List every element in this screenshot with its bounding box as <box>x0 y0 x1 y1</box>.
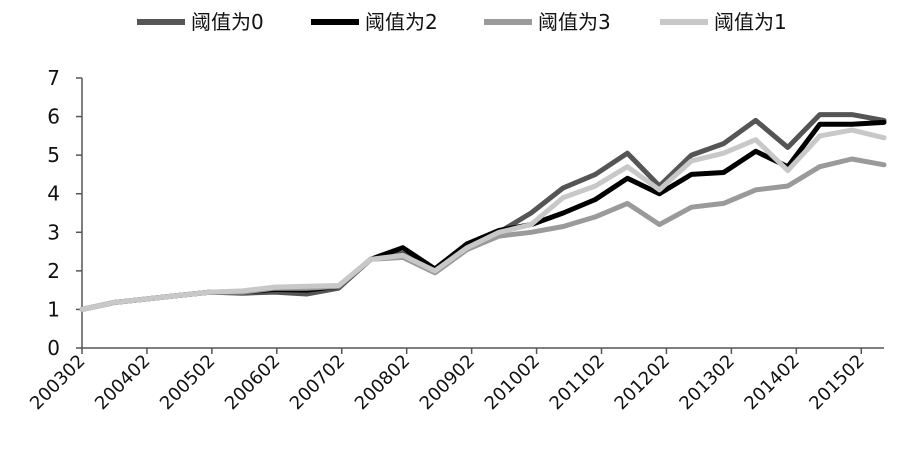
x-tick-label: 201402 <box>740 351 803 414</box>
legend-label-3: 阈值为3 <box>538 10 611 34</box>
y-tick-label: 1 <box>47 297 60 321</box>
x-tick-label: 201102 <box>546 351 609 414</box>
y-tick-label: 3 <box>47 220 60 244</box>
series-group <box>79 112 887 312</box>
y-tick-label: 6 <box>47 105 60 129</box>
x-tick-label: 201502 <box>805 351 868 414</box>
x-tick-label: 201002 <box>481 351 544 414</box>
y-tick-label: 5 <box>47 143 60 167</box>
series-line-1 <box>79 112 887 312</box>
y-tick-label: 7 <box>47 66 60 90</box>
chart-legend: 阈值为0 阈值为2 阈值为3 阈值为1 <box>137 10 787 34</box>
y-tick-label: 2 <box>47 259 60 283</box>
x-tick-label: 201202 <box>611 351 674 414</box>
y-tick-label: 0 <box>47 336 60 360</box>
series-line-4 <box>79 127 887 312</box>
series-line-3 <box>79 156 887 312</box>
x-tick-label: 200802 <box>351 351 414 414</box>
x-tick-label: 201302 <box>675 351 738 414</box>
x-tick-label: 200602 <box>221 351 284 414</box>
x-tick-label: 200702 <box>286 351 349 414</box>
x-tick-label: 200502 <box>156 351 219 414</box>
x-tick-label: 200902 <box>416 351 479 414</box>
legend-label-4: 阈值为1 <box>714 10 787 34</box>
y-axis: 0 1 2 3 4 5 6 7 <box>47 66 83 360</box>
x-tick-label: 200402 <box>91 351 154 414</box>
legend-label-1: 阈值为0 <box>191 10 264 34</box>
x-tick-label: 200302 <box>26 351 89 414</box>
legend-label-2: 阈值为2 <box>365 10 438 34</box>
y-tick-label: 4 <box>47 182 60 206</box>
x-axis: 200302 200402 200502 200602 200702 200802 2009… <box>26 347 884 414</box>
